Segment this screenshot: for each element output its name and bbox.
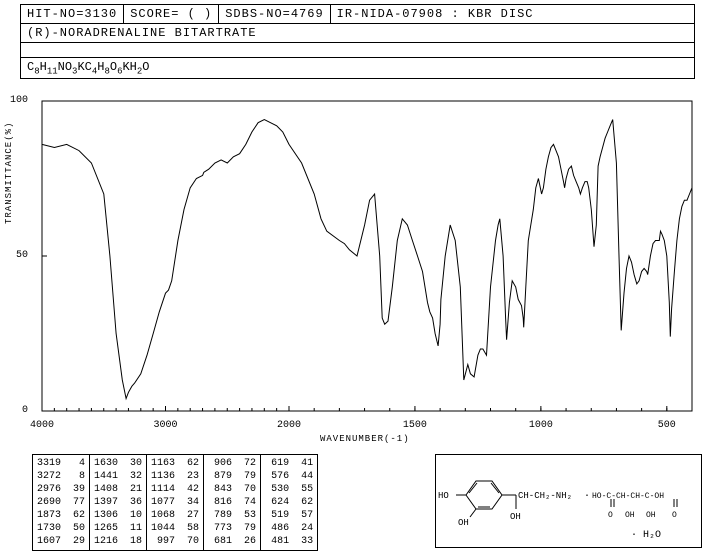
svg-text:OH: OH bbox=[625, 511, 635, 520]
peak-entry: 906 72 bbox=[208, 457, 256, 470]
ir-spectrum-chart bbox=[32, 96, 702, 426]
peak-entry: 486 24 bbox=[265, 522, 313, 535]
peak-column: 619 41 576 44 530 55 624 62 519 57 486 2… bbox=[261, 455, 317, 550]
peak-entry: 1730 50 bbox=[37, 522, 85, 535]
x-tick: 1000 bbox=[521, 420, 561, 431]
peak-entry: 519 57 bbox=[265, 509, 313, 522]
svg-text:HO: HO bbox=[438, 491, 449, 501]
x-tick: 1500 bbox=[395, 420, 435, 431]
svg-text:·: · bbox=[584, 491, 590, 502]
compound-title: (R)-NORADRENALINE BITARTRATE bbox=[20, 24, 695, 43]
peak-entry: 2976 39 bbox=[37, 483, 85, 496]
peak-entry: 681 26 bbox=[208, 535, 256, 548]
svg-text:OH: OH bbox=[646, 511, 656, 520]
x-tick: 3000 bbox=[146, 420, 186, 431]
peak-entry: 1630 30 bbox=[94, 457, 142, 470]
peak-entry: 1163 62 bbox=[151, 457, 199, 470]
score: SCORE= ( ) bbox=[124, 5, 219, 23]
peak-entry: 1397 36 bbox=[94, 496, 142, 509]
peak-entry: 624 62 bbox=[265, 496, 313, 509]
formula: C8H11NO3KC4H8O6KH2O bbox=[20, 58, 695, 79]
peak-entry: 843 70 bbox=[208, 483, 256, 496]
peak-entry: 1607 29 bbox=[37, 535, 85, 548]
sdbs-no: SDBS-NO=4769 bbox=[219, 5, 330, 23]
svg-text:OH: OH bbox=[510, 512, 521, 522]
peak-entry: 1216 18 bbox=[94, 535, 142, 548]
svg-text:O: O bbox=[672, 511, 677, 520]
peak-entry: 481 33 bbox=[265, 535, 313, 548]
peak-entry: 1408 21 bbox=[94, 483, 142, 496]
peak-entry: 1136 23 bbox=[151, 470, 199, 483]
peak-entry: 1441 32 bbox=[94, 470, 142, 483]
peak-entry: 1077 34 bbox=[151, 496, 199, 509]
peak-entry: 1114 42 bbox=[151, 483, 199, 496]
y-axis-label: TRANSMITTANCE(%) bbox=[4, 122, 14, 224]
ir-id: IR-NIDA-07908 : KBR DISC bbox=[331, 5, 694, 23]
svg-text:CH-CH₂-NH₂: CH-CH₂-NH₂ bbox=[518, 491, 572, 501]
peak-column: 1630 301441 321408 211397 361306 101265 … bbox=[90, 455, 147, 550]
svg-text:OH: OH bbox=[458, 518, 469, 528]
peak-entry: 997 70 bbox=[151, 535, 199, 548]
peak-entry: 773 79 bbox=[208, 522, 256, 535]
hydrate-label: · H₂O bbox=[631, 530, 661, 541]
peak-entry: 1068 27 bbox=[151, 509, 199, 522]
peak-entry: 879 79 bbox=[208, 470, 256, 483]
y-tick: 0 bbox=[8, 405, 28, 416]
peak-entry: 3319 4 bbox=[37, 457, 85, 470]
peak-column: 3319 43272 82976 392690 771873 621730 50… bbox=[33, 455, 90, 550]
peak-table: 3319 43272 82976 392690 771873 621730 50… bbox=[32, 454, 318, 551]
peak-entry: 789 53 bbox=[208, 509, 256, 522]
peak-entry: 816 74 bbox=[208, 496, 256, 509]
peak-entry: 1873 62 bbox=[37, 509, 85, 522]
x-axis-label: WAVENUMBER(-1) bbox=[320, 434, 410, 444]
peak-column: 906 72 879 79 843 70 816 74 789 53 773 7… bbox=[204, 455, 261, 550]
peak-entry: 619 41 bbox=[265, 457, 313, 470]
peak-entry: 2690 77 bbox=[37, 496, 85, 509]
y-tick: 50 bbox=[8, 250, 28, 261]
peak-entry: 1265 11 bbox=[94, 522, 142, 535]
x-tick: 4000 bbox=[22, 420, 62, 431]
hit-no: HIT-NO=3130 bbox=[21, 5, 124, 23]
peak-column: 1163 621136 231114 421077 341068 271044 … bbox=[147, 455, 204, 550]
svg-text:HO-C-CH-CH-C-OH: HO-C-CH-CH-C-OH bbox=[592, 492, 664, 501]
peak-entry: 1306 10 bbox=[94, 509, 142, 522]
structure-diagram: HO OH CH-CH₂-NH₂ OH · HO-C-CH-CH-C-OH O … bbox=[435, 454, 702, 548]
x-tick: 2000 bbox=[269, 420, 309, 431]
peak-entry: 576 44 bbox=[265, 470, 313, 483]
peak-entry: 3272 8 bbox=[37, 470, 85, 483]
blank-row bbox=[20, 43, 695, 58]
svg-text:O: O bbox=[608, 511, 613, 520]
x-tick: 500 bbox=[647, 420, 687, 431]
peak-entry: 1044 58 bbox=[151, 522, 199, 535]
peak-entry: 530 55 bbox=[265, 483, 313, 496]
y-tick: 100 bbox=[8, 95, 28, 106]
